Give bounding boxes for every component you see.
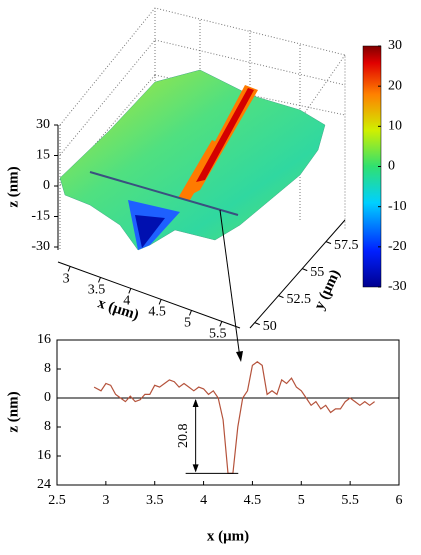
x-axis-3d [57, 261, 241, 329]
z-tick-label: 15 [36, 148, 50, 163]
profile-arrow [219, 209, 241, 359]
colorbar-tick-label: 0 [388, 159, 395, 174]
x-tick-label: 2.5 [48, 493, 66, 508]
y-tick-label: 16 [37, 332, 51, 347]
x-tick-label-3d: 5 [184, 316, 191, 331]
y-tick-label: 8 [44, 361, 51, 376]
depth-label: 20.8 [176, 423, 191, 448]
x-tick-label-3d: 4.5 [148, 305, 166, 320]
y-tick-label-3d: 57.5 [334, 238, 359, 253]
colorbar-tick-label: -20 [388, 239, 407, 254]
x-tick-label: 6 [396, 493, 403, 508]
x-tick-label: 3.5 [146, 493, 164, 508]
colorbar-tick-label: 30 [388, 38, 402, 53]
y-tick-label: 24 [37, 477, 51, 492]
z-tick-label: 0 [43, 178, 50, 193]
x-tick-label-3d: 4 [123, 294, 130, 309]
x-tick-label-3d: 5.5 [209, 327, 227, 342]
trough-core [135, 215, 165, 248]
x-tick-3d [128, 288, 132, 294]
y-tick-label-3d: 55 [310, 265, 324, 280]
ridge-peak [196, 88, 254, 182]
arrowhead [192, 399, 199, 407]
profile-arrowhead [236, 351, 243, 362]
y-tick-label-3d: 50 [263, 319, 277, 334]
arrowhead [192, 464, 199, 473]
x-tick-3d [67, 266, 71, 272]
profile-line [89, 171, 239, 216]
y-tick-3d [302, 268, 308, 272]
z-axis-label: z (nm) [5, 166, 21, 207]
x-axis-label: x (μm) [207, 528, 249, 544]
x-tick-label-3d: 3.5 [88, 283, 106, 298]
y-tick-3d [278, 295, 284, 299]
z-tick-label: -30 [31, 239, 50, 254]
x-tick-3d [189, 310, 192, 316]
surface [59, 69, 326, 251]
y-tick-3d [325, 241, 332, 245]
x-tick-label: 5.5 [341, 493, 359, 508]
x-tick-3d [98, 277, 101, 283]
y-axis-label: z (nm) [5, 391, 21, 432]
y-axis-3d [249, 219, 346, 329]
z-tick-label: 30 [36, 117, 50, 132]
x-tick-label: 5 [298, 493, 305, 508]
y-tick-label-3d: 52.5 [287, 292, 312, 307]
x-tick-label: 4 [200, 493, 207, 508]
x-tick-label-3d: 3 [63, 272, 70, 287]
y-tick-label: 16 [37, 448, 51, 463]
y-tick-label: 8 [44, 419, 51, 434]
y-tick-3d [254, 322, 260, 326]
profile [93, 361, 375, 474]
x-tick-3d [158, 299, 162, 305]
colorbar-tick-label: 10 [388, 119, 402, 134]
x-tick-3d [219, 321, 223, 327]
z-tick-label: -15 [31, 209, 50, 224]
colorbar-tick-label: 20 [388, 78, 402, 93]
colorbar-tick-label: -10 [388, 199, 407, 214]
y-tick-label: 0 [44, 390, 51, 405]
plot-frame [56, 339, 400, 486]
x-tick-label: 3 [102, 493, 109, 508]
x-axis-label-3d: x (μm) [96, 295, 141, 323]
colorbar-tick-label: -30 [388, 279, 407, 294]
x-tick-label: 4.5 [244, 493, 262, 508]
